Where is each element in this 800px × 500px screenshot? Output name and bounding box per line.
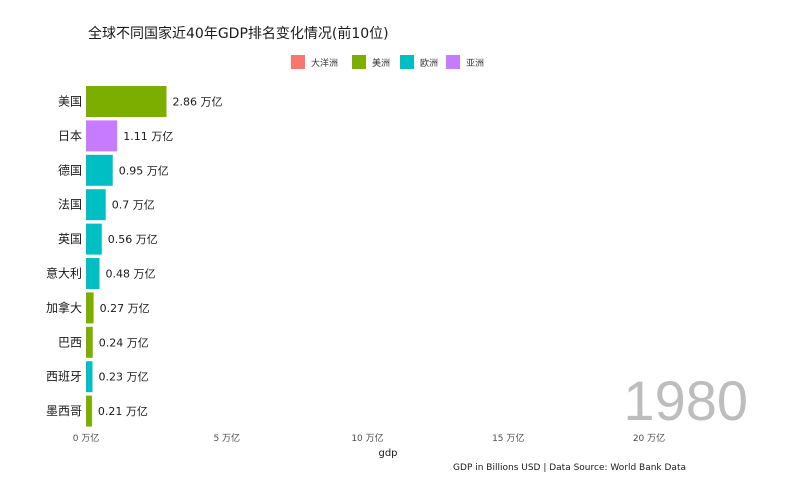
category-label-1: 日本	[58, 129, 82, 143]
x-axis-ticks: 0 万亿 5 万亿 10 万亿 15 万亿 20 万亿	[73, 432, 665, 444]
value-label-4: 0.56 万亿	[108, 233, 158, 246]
bar-0	[86, 86, 167, 117]
bar-8	[86, 361, 93, 393]
value-label-2: 0.95 万亿	[119, 164, 169, 177]
value-label-7: 0.24 万亿	[99, 336, 149, 349]
category-label-7: 巴西	[58, 335, 82, 349]
x-axis-title: gdp	[378, 448, 397, 459]
category-label-8: 西班牙	[46, 370, 82, 384]
legend-swatch-3	[446, 55, 460, 69]
value-label-5: 0.48 万亿	[106, 268, 156, 281]
bar-3	[86, 189, 106, 221]
bars-group	[86, 86, 167, 427]
value-label-9: 0.21 万亿	[98, 405, 148, 418]
category-label-5: 意大利	[46, 266, 82, 281]
category-label-6: 加拿大	[46, 300, 82, 315]
value-label-1: 1.11 万亿	[123, 130, 173, 143]
category-label-2: 德国	[58, 162, 82, 177]
x-tick-label-0: 0 万亿	[73, 432, 100, 444]
x-tick-label-3: 15 万亿	[492, 432, 524, 444]
legend-swatch-0	[291, 55, 305, 69]
legend: 大洋洲 美洲 欧洲 亚洲	[291, 55, 484, 69]
x-tick-label-1: 5 万亿	[213, 432, 240, 444]
value-label-3: 0.7 万亿	[112, 199, 155, 212]
legend-label-1: 美洲	[372, 57, 390, 69]
value-label-0: 2.86 万亿	[173, 96, 223, 109]
value-labels: 2.86 万亿 1.11 万亿 0.95 万亿 0.7 万亿 0.56 万亿 0.48 万…	[98, 96, 223, 419]
bar-4	[86, 223, 102, 255]
x-tick-label-4: 20 万亿	[633, 432, 665, 444]
legend-label-3: 亚洲	[466, 58, 484, 69]
category-label-3: 法国	[58, 198, 82, 212]
bar-5	[86, 258, 100, 289]
chart-title: 全球不同国家近40年GDP排名变化情况(前10位)	[88, 25, 389, 42]
legend-label-2: 欧洲	[420, 57, 438, 69]
legend-swatch-1	[352, 55, 366, 69]
value-label-8: 0.23 万亿	[98, 371, 148, 384]
value-label-6: 0.27 万亿	[100, 302, 150, 315]
bar-1	[86, 120, 118, 152]
bar-2	[86, 154, 113, 186]
bar-9	[86, 395, 92, 427]
year-label: 1980	[623, 369, 748, 432]
bar-6	[86, 292, 94, 324]
category-label-9: 墨西哥	[46, 404, 82, 418]
category-label-0: 美国	[58, 95, 82, 109]
legend-label-0: 大洋洲	[311, 57, 338, 69]
bar-7	[86, 326, 93, 358]
chart-caption: GDP in Billions USD | Data Source: World…	[453, 463, 686, 473]
x-tick-label-2: 10 万亿	[351, 432, 383, 444]
category-label-4: 英国	[58, 232, 82, 246]
legend-swatch-2	[400, 55, 414, 69]
